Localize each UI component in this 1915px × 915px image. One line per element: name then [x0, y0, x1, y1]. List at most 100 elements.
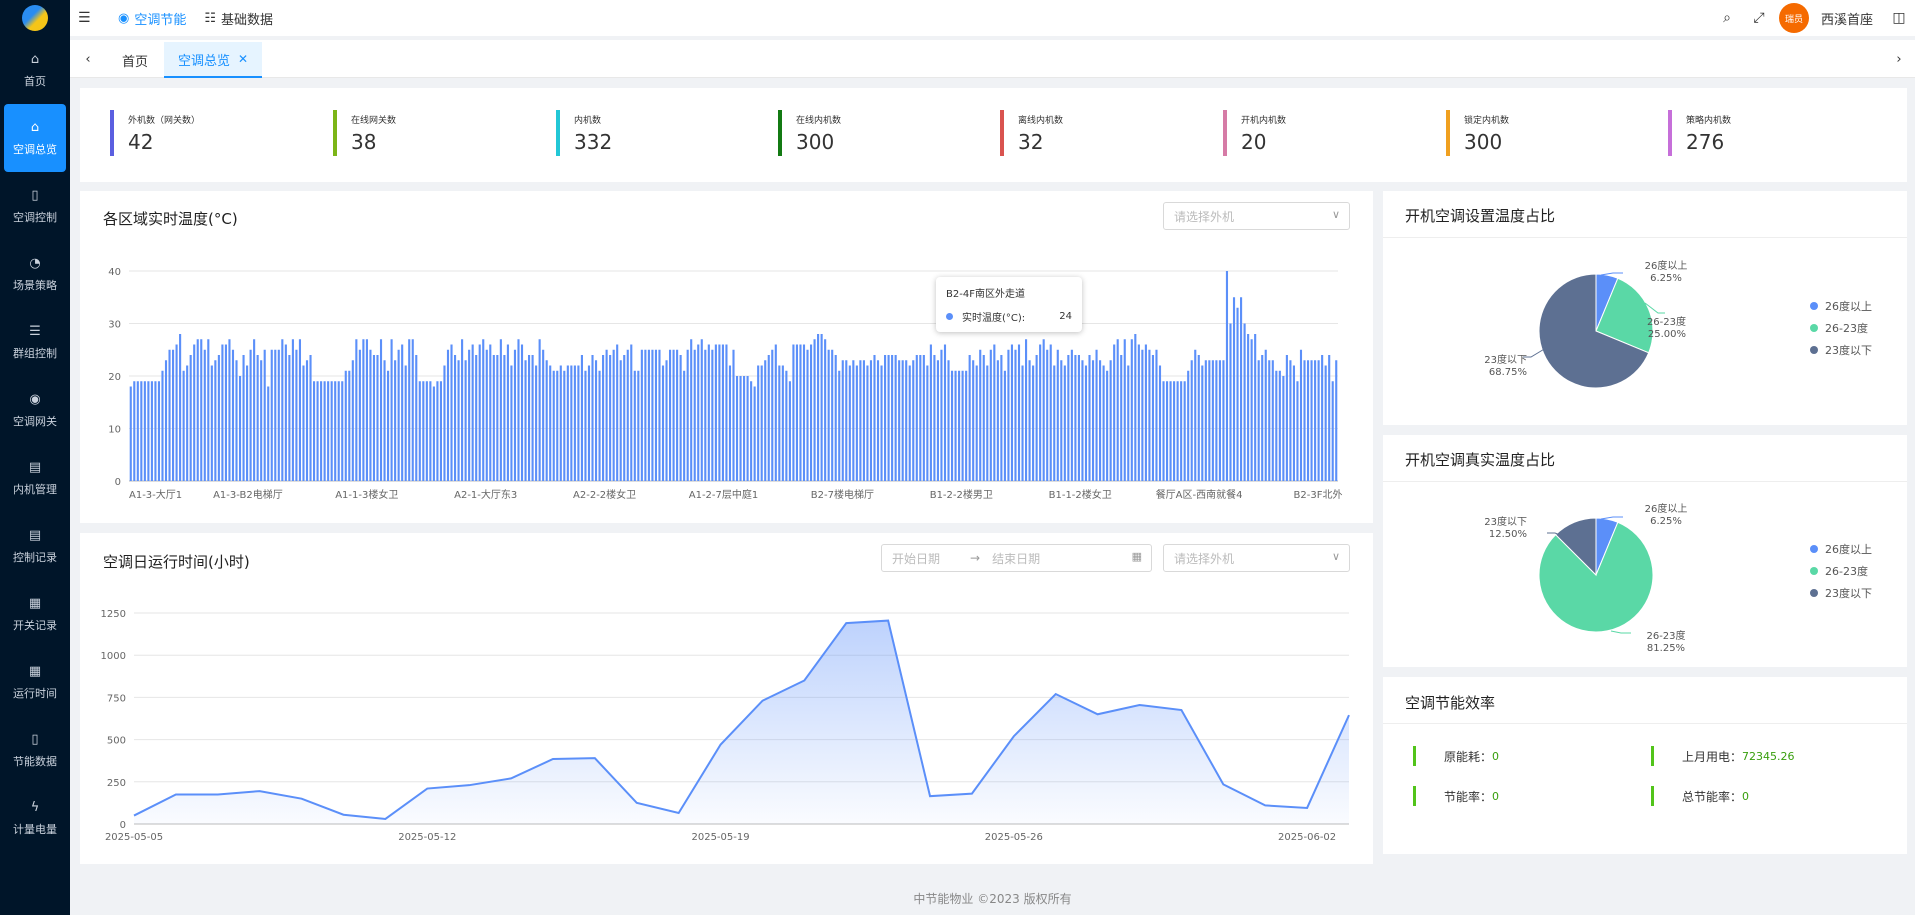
bar — [556, 370, 559, 481]
bar — [912, 360, 915, 481]
bar — [1046, 349, 1049, 481]
bar — [200, 339, 203, 481]
sidebar-item-3[interactable]: ◔ 场景策略 — [0, 240, 70, 308]
bar — [129, 386, 132, 481]
legend-item[interactable]: 26度以上 — [1810, 538, 1872, 560]
bar — [950, 370, 954, 481]
tab-base-data[interactable]: ☷ 基础数据 — [204, 9, 273, 28]
bar — [401, 344, 404, 481]
bar — [1296, 381, 1299, 481]
bar — [235, 360, 238, 481]
bar — [291, 339, 294, 481]
bar — [1247, 334, 1250, 481]
legend-item[interactable]: 26-23度 — [1810, 560, 1872, 582]
bar — [284, 344, 287, 481]
tag-ac-overview[interactable]: 空调总览 ✕ — [164, 42, 263, 78]
bar — [1173, 381, 1176, 481]
stat-label: 离线内机数 — [1018, 116, 1064, 126]
sidebar-item-0[interactable]: ⌂ 首页 — [0, 36, 70, 104]
bar — [274, 349, 277, 481]
bar — [940, 349, 943, 481]
legend-item[interactable]: 26-23度 — [1810, 317, 1872, 339]
sidebar-item-label: 空调网关 — [13, 414, 57, 428]
bar — [880, 365, 883, 481]
bar — [1194, 349, 1197, 481]
legend-item[interactable]: 26度以上 — [1810, 295, 1872, 317]
bar — [965, 370, 968, 481]
x-tick-label: B1-1-2楼女卫 — [1049, 488, 1112, 501]
y-tick-label: 10 — [108, 425, 121, 436]
sidebar-item-1[interactable]: ⌂ 空调总览 — [4, 104, 66, 172]
bar — [577, 365, 580, 481]
start-date-input[interactable]: 开始日期 — [892, 551, 941, 566]
end-date-input[interactable]: 结束日期 — [992, 551, 1041, 566]
bar — [626, 349, 629, 481]
bar — [993, 344, 996, 481]
sidebar-item-10[interactable]: ▯ 节能数据 — [0, 716, 70, 784]
legend-item[interactable]: 23度以下 — [1810, 339, 1872, 361]
sidebar-item-9[interactable]: ▦ 运行时间 — [0, 648, 70, 716]
tags-scroll-right-icon[interactable]: › — [1896, 51, 1902, 67]
bar — [894, 355, 897, 481]
bar — [1222, 360, 1225, 481]
close-icon[interactable]: ✕ — [238, 52, 249, 66]
home-icon: ⌂ — [30, 51, 40, 67]
legend-item[interactable]: 23度以下 — [1810, 582, 1872, 604]
bar — [372, 355, 376, 481]
sidebar-item-6[interactable]: ▤ 内机管理 — [0, 444, 70, 512]
bar — [725, 344, 728, 481]
bar — [619, 360, 622, 481]
pie-slice — [1538, 273, 1650, 389]
label-line — [1600, 272, 1623, 276]
x-tick-label: A1-1-3楼女卫 — [335, 488, 398, 501]
bar — [1074, 355, 1077, 481]
avatar[interactable]: 瑞员 — [1778, 3, 1809, 33]
tag-home[interactable]: 首页 — [108, 42, 162, 78]
sidebar-item-label: 开关记录 — [13, 618, 57, 632]
gauge-icon: ◔ — [29, 255, 41, 271]
bar — [365, 339, 368, 481]
bar — [848, 365, 851, 481]
bar — [164, 360, 168, 481]
bar — [517, 339, 520, 481]
sidebar-item-11[interactable]: ϟ 计量电量 — [0, 784, 70, 852]
layout-icon[interactable]: ◫ — [1892, 10, 1906, 26]
sidebar-item-8[interactable]: ▦ 开关记录 — [0, 580, 70, 648]
stat-label: 策略内机数 — [1686, 116, 1732, 126]
bar — [450, 344, 453, 481]
sidebar-item-label: 控制记录 — [13, 550, 57, 564]
sidebar-item-5[interactable]: ◉ 空调网关 — [0, 376, 70, 444]
date-range-picker[interactable]: 开始日期 → 结束日期 ▦ — [881, 544, 1152, 572]
bar — [1151, 355, 1155, 481]
bar — [647, 349, 650, 481]
bar — [298, 339, 302, 481]
bar — [143, 381, 146, 481]
pie-slice — [1554, 517, 1597, 577]
bar — [1039, 344, 1042, 481]
sidebar-item-4[interactable]: ☰ 群组控制 — [0, 308, 70, 376]
bar — [203, 349, 206, 481]
bar — [753, 386, 756, 481]
bar — [704, 349, 707, 481]
sidebar-item-2[interactable]: ▯ 空调控制 — [0, 172, 70, 240]
logo[interactable] — [0, 0, 70, 36]
sidebar-item-7[interactable]: ▤ 控制记录 — [0, 512, 70, 580]
footer: 中节能物业 ©2023 版权所有 — [913, 892, 1072, 906]
legend-label: 26-23度 — [1825, 322, 1868, 335]
sidebar-item-label: 节能数据 — [13, 754, 57, 768]
tab-ac-energy[interactable]: ◉ 空调节能 — [118, 9, 186, 28]
menu-fold-icon[interactable]: ☰ — [78, 10, 91, 26]
outdoor-unit-select[interactable]: 请选择外机 ∨ — [1163, 202, 1350, 230]
bar — [972, 360, 975, 481]
bar — [157, 381, 161, 481]
legend-dot — [1810, 589, 1818, 597]
fullscreen-icon[interactable]: ⤢ — [1753, 10, 1765, 26]
search-icon[interactable]: ⌕ — [1723, 10, 1731, 26]
runtime-outdoor-unit-select[interactable]: 请选择外机 ∨ — [1163, 544, 1350, 572]
bar — [390, 339, 393, 481]
username[interactable]: 西溪首座 — [1820, 12, 1873, 28]
bar — [887, 355, 890, 481]
tags-scroll-left-icon[interactable]: ‹ — [85, 51, 91, 67]
bar — [182, 370, 185, 481]
bar — [408, 339, 411, 481]
